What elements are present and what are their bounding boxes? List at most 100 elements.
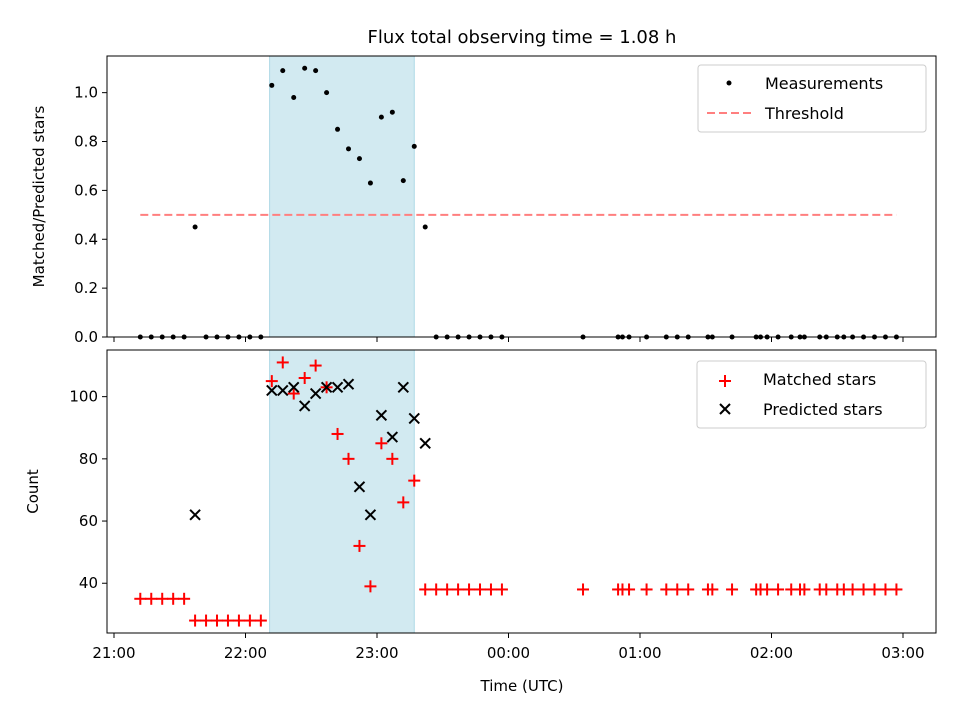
x-tick-label: 21:00	[92, 644, 135, 662]
top-legend: Measurements Threshold	[697, 64, 927, 133]
y-tick-label: 1.0	[74, 84, 98, 102]
matched-star-point	[265, 375, 278, 388]
predicted-star-point	[277, 384, 289, 397]
x-tick-label: 02:00	[750, 644, 793, 662]
y-tick-label: 100	[69, 388, 98, 406]
top-axes-frame	[106, 55, 937, 338]
y-tick-label: 0.6	[74, 181, 98, 199]
x-tick-label: 00:00	[487, 644, 530, 662]
measurement-point	[389, 109, 395, 115]
bottom-panel: 40 60 80 100 21:00 22:00 23:00 00:00 01:00 02:00…	[24, 349, 937, 695]
x-tick-label: 01:00	[618, 644, 661, 662]
measurement-point	[269, 82, 275, 88]
measurement-point	[378, 114, 384, 120]
y-tick-label: 40	[79, 574, 98, 592]
matched-star-point	[189, 614, 202, 627]
x-tick-label: 03:00	[881, 644, 924, 662]
predicted-star-point	[189, 509, 201, 521]
matched-star-point	[178, 592, 191, 605]
predicted-star-point	[386, 431, 399, 443]
bottom-axes-frame	[106, 349, 937, 634]
matched-star-point	[857, 583, 870, 596]
bottom-legend-box	[696, 360, 927, 429]
y-tick-label: 0.4	[74, 230, 98, 248]
matched-star-point	[430, 583, 443, 596]
bottom-x-ticks: 21:00 22:00 23:00 00:00 01:00 02:00 03:00	[92, 633, 925, 662]
predicted-star-point	[342, 378, 355, 390]
x-tick-label: 23:00	[355, 644, 398, 662]
predicted-star-point	[408, 412, 420, 425]
measurement-point	[356, 156, 362, 162]
matched-star-point	[397, 496, 410, 509]
measurement-point	[280, 68, 286, 74]
matched-star-point	[463, 583, 476, 596]
measurement-point	[302, 65, 308, 71]
predicted-star-point	[397, 381, 410, 394]
matched-star-point	[364, 580, 377, 593]
matched-stars-points	[134, 356, 903, 627]
matched-star-point	[156, 592, 169, 605]
matched-star-point	[243, 614, 256, 627]
y-tick-label: 0.2	[74, 279, 98, 297]
predicted-star-point	[266, 384, 278, 397]
matched-star-point	[211, 614, 224, 627]
matched-star-point	[232, 614, 245, 627]
predicted-star-point	[364, 509, 377, 521]
predicted-star-point	[320, 381, 333, 394]
legend-matched-marker	[719, 375, 731, 387]
matched-star-point	[342, 452, 355, 465]
matched-star-point	[408, 474, 421, 487]
measurement-point	[411, 143, 417, 149]
measurement-point	[346, 146, 352, 152]
matched-star-point	[660, 583, 673, 596]
measurement-point	[192, 224, 198, 230]
measurement-point	[324, 90, 330, 96]
matched-star-point	[474, 583, 487, 596]
measurement-point	[400, 178, 406, 184]
legend-measurements-marker	[726, 80, 732, 86]
matched-star-point	[820, 583, 833, 596]
measurement-points	[137, 65, 899, 340]
legend-threshold-label: Threshold	[764, 104, 844, 123]
matched-star-point	[846, 583, 859, 596]
matched-star-point	[772, 583, 785, 596]
bottom-y-ticks: 40 60 80 100	[69, 388, 107, 592]
matched-star-point	[577, 583, 590, 596]
matched-star-point	[706, 583, 719, 596]
predicted-star-point	[309, 387, 322, 400]
top-highlight-span	[269, 55, 415, 338]
predicted-stars-points	[189, 378, 431, 521]
matched-star-point	[623, 583, 636, 596]
measurement-point	[335, 126, 341, 132]
predicted-star-point	[298, 400, 311, 412]
y-tick-label: 0.8	[74, 133, 98, 151]
matched-star-point	[798, 583, 811, 596]
matched-star-point	[671, 583, 684, 596]
predicted-star-point	[353, 481, 366, 493]
predicted-star-point	[419, 437, 431, 450]
measurement-point	[313, 68, 319, 74]
x-tick-label: 22:00	[224, 644, 267, 662]
matched-star-point	[682, 583, 695, 596]
matched-star-point	[441, 583, 454, 596]
matched-star-point	[134, 592, 147, 605]
bottom-legend: Matched stars Predicted stars	[696, 360, 927, 429]
matched-star-point	[495, 583, 508, 596]
matched-star-point	[452, 583, 465, 596]
predicted-star-point	[288, 381, 300, 394]
matched-star-point	[419, 583, 432, 596]
matched-star-point	[167, 592, 180, 605]
y-tick-label: 80	[79, 450, 98, 468]
matched-star-point	[879, 583, 892, 596]
matched-star-point	[386, 452, 399, 465]
bottom-y-axis-label: Count	[24, 469, 42, 514]
top-panel: 0.0 0.2 0.4 0.6 0.8 1.0 Matched/Predicted sta…	[30, 55, 937, 346]
x-axis-label: Time (UTC)	[480, 677, 564, 695]
legend-matched-label: Matched stars	[763, 370, 876, 389]
y-tick-label: 60	[79, 512, 98, 530]
legend-predicted-marker	[719, 403, 731, 415]
matched-star-point	[309, 359, 322, 372]
matched-star-point	[276, 356, 289, 369]
matched-star-point	[331, 427, 344, 440]
